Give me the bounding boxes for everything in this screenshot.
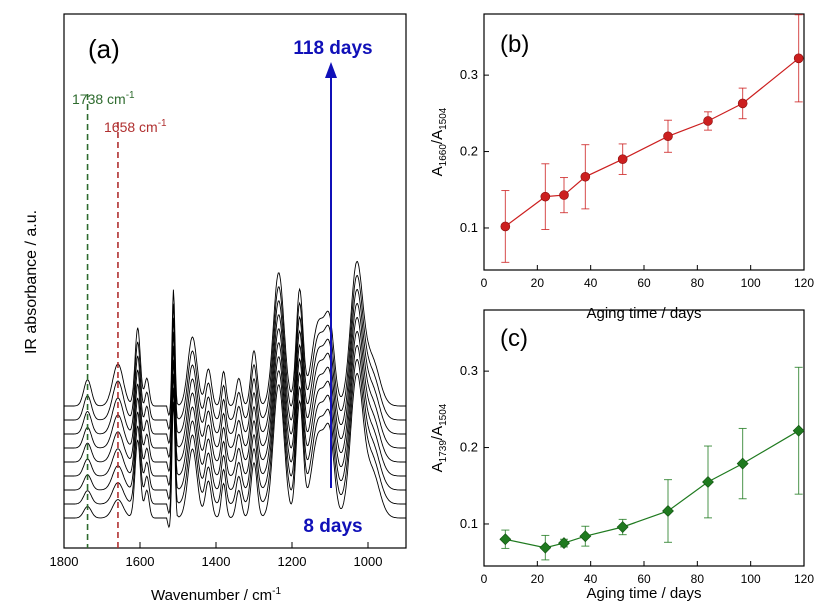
data-point [499, 533, 512, 546]
x-tick-label: 120 [794, 276, 814, 290]
y-tick-label: 0.1 [460, 220, 478, 235]
panel-c: 0 20 40 60 80 100 120 0.1 0.2 0.3 (c) Aging time … [429, 309, 814, 602]
x-tick-label: 60 [637, 276, 651, 290]
arrow-end-label: 118 days [293, 38, 372, 59]
data-point [662, 505, 674, 517]
panel-c-label: (c) [500, 325, 528, 352]
data-point [540, 191, 551, 202]
ref-line-label-1658: 1658 cm-1 [104, 118, 167, 135]
data-point [580, 171, 591, 182]
x-tick-label: 1000 [354, 554, 383, 569]
panel-a: 1800 1600 1400 1200 1000 (a) 1738 cm-1 1658 … [23, 13, 407, 604]
x-tick-label: 80 [691, 572, 705, 586]
x-tick-label: 40 [584, 572, 598, 586]
data-point [559, 190, 569, 200]
data-point [539, 541, 552, 554]
panel-b-x-axis-label: Aging time / days [586, 305, 701, 322]
data-point [617, 154, 628, 164]
panel-a-x-ticks: 1800 1600 1400 1200 1000 [50, 542, 383, 569]
x-tick-label: 80 [691, 276, 705, 290]
data-point [736, 457, 749, 470]
panel-c-axes: 0 20 40 60 80 100 120 0.1 0.2 0.3 [460, 363, 814, 586]
ir-spectrum-line [64, 316, 406, 473]
panel-b-label: (b) [500, 31, 529, 58]
panel-b-series [500, 14, 804, 263]
x-tick-label: 0 [481, 572, 488, 586]
data-point [702, 476, 714, 488]
x-tick-label: 100 [741, 276, 761, 290]
ir-spectrum-line [64, 302, 406, 459]
data-point [792, 424, 805, 437]
data-point [500, 221, 511, 232]
x-tick-label: 0 [481, 276, 488, 290]
y-tick-label: 0.3 [460, 363, 478, 378]
panel-b-y-axis-label: A1660/A1504 [429, 107, 449, 176]
ir-spectrum-line [64, 260, 406, 417]
data-point [663, 131, 673, 142]
ir-spectrum-line [64, 274, 406, 431]
arrow-start-label: 8 days [303, 516, 362, 537]
ir-spectra [64, 260, 406, 529]
y-tick-label: 0.3 [460, 67, 478, 82]
y-tick-label: 0.1 [460, 516, 478, 531]
x-tick-label: 1200 [278, 554, 307, 569]
data-point [616, 521, 629, 533]
data-point [793, 53, 804, 64]
ir-spectrum-line [64, 372, 406, 529]
data-point [558, 537, 570, 549]
y-tick-label: 0.2 [460, 144, 478, 159]
x-tick-label: 40 [584, 276, 598, 290]
panel-a-frame [63, 13, 407, 549]
x-tick-label: 1400 [202, 554, 231, 569]
ir-spectrum-line [64, 344, 406, 501]
data-point [579, 530, 592, 543]
x-tick-label: 100 [741, 572, 761, 586]
series-line [504, 57, 800, 227]
panel-b-frame [483, 13, 805, 271]
panel-b: 0 20 40 60 80 100 120 0.1 0.2 0.3 (b) Aging time … [429, 13, 814, 322]
panel-b-axes: 0 20 40 60 80 100 120 0.1 0.2 0.3 [460, 67, 814, 290]
ref-line-label-1738: 1738 cm-1 [72, 90, 135, 107]
x-tick-label: 60 [637, 572, 651, 586]
ir-spectrum-line [64, 288, 406, 445]
reference-lines [86, 94, 119, 548]
data-point [737, 98, 748, 109]
x-tick-label: 120 [794, 572, 814, 586]
panel-c-x-axis-label: Aging time / days [586, 585, 701, 602]
y-tick-label: 0.2 [460, 440, 478, 455]
panel-c-y-axis-label: A1739/A1504 [429, 403, 449, 472]
ir-spectrum-line [64, 358, 406, 515]
aging-arrow-head [325, 62, 337, 78]
x-tick-label: 20 [531, 276, 545, 290]
ir-spectrum-line [64, 330, 406, 487]
panel-a-label: (a) [88, 34, 120, 64]
panel-a-y-axis-label: IR absorbance / a.u. [23, 210, 40, 354]
x-tick-label: 1800 [50, 554, 79, 569]
panel-a-x-axis-label: Wavenumber / cm-1 [151, 586, 281, 604]
data-point [703, 116, 713, 126]
panel-c-series [499, 366, 805, 561]
panel-c-frame [483, 309, 805, 567]
x-tick-label: 20 [531, 572, 545, 586]
series-line [505, 430, 800, 549]
x-tick-label: 1600 [126, 554, 155, 569]
